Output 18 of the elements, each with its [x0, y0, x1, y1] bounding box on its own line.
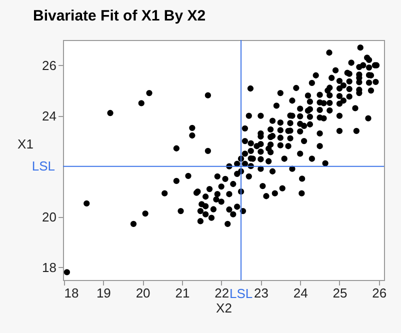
- x-tick-label: 23: [254, 286, 268, 300]
- x-tick-label: 20: [136, 286, 150, 300]
- x-tick-label: 21: [175, 286, 190, 300]
- y-tick-label: 24: [42, 108, 56, 124]
- y-axis-title: X1: [18, 136, 34, 152]
- ref-line-label: LSL: [229, 286, 253, 301]
- y-tick-label: 20: [42, 209, 56, 224]
- x-tick-label: 25: [332, 286, 348, 300]
- x-axis-title: X2: [216, 300, 232, 316]
- x-tick-label: 18: [64, 286, 79, 300]
- x-tick-label: 26: [372, 286, 387, 300]
- x-tick-label: 24: [293, 286, 308, 300]
- ref-line-label: LSL: [32, 158, 55, 174]
- x-tick-label: 19: [96, 286, 111, 300]
- y-tick-label: 26: [42, 58, 56, 73]
- x-tick-label: 22: [214, 286, 230, 300]
- chart-title: Bivariate Fit of X1 By X2: [33, 8, 206, 24]
- y-tick-label: 18: [42, 260, 56, 275]
